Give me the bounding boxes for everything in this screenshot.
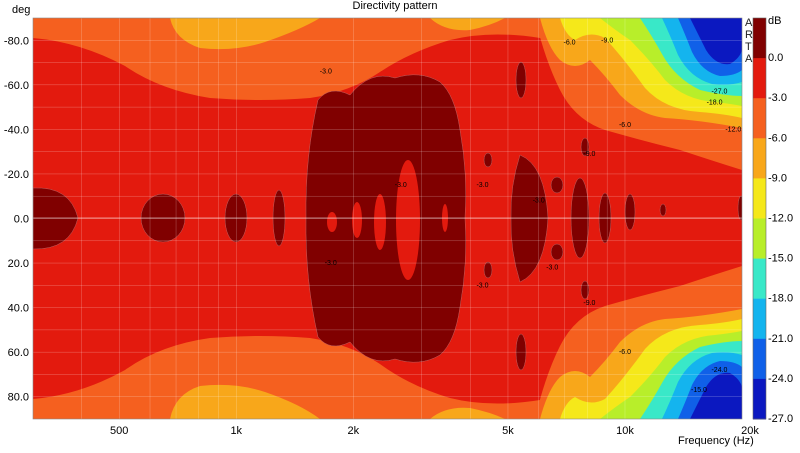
x-tick-label: 500: [110, 425, 128, 437]
y-axis-label: deg: [12, 4, 30, 16]
y-tick-label: 20.0: [8, 258, 29, 270]
contour-region-minus9: [170, 18, 320, 50]
contour-region-minus27: [690, 18, 742, 65]
contour-label: -9.0: [583, 151, 595, 158]
contour-label: -6.0: [563, 40, 575, 47]
y-tick-label: -40.0: [4, 124, 29, 136]
colorbar-tick-label: -15.0: [768, 253, 793, 265]
colorbar-tick-label: 0.0: [768, 52, 783, 64]
colorbar: 0.0 -3.0 -6.0 -9.0 -12.0 -15.0 -18.0 -21.0 -24.0…: [752, 17, 793, 425]
x-tick-label: 1k: [230, 425, 242, 437]
watermark: A R T A: [745, 17, 753, 65]
colorbar-swatch: [753, 178, 766, 219]
contour-region-0db: [580, 280, 590, 300]
contour-region-minus3: [352, 202, 362, 238]
contour-region-minus9: [430, 18, 505, 31]
x-tick-label: 2k: [347, 425, 359, 437]
y-tick-label: -60.0: [4, 80, 29, 92]
colorbar-tick-label: -24.0: [768, 373, 793, 385]
contour-label: -6.0: [619, 349, 631, 356]
contour-region-minus3: [327, 212, 337, 232]
x-tick-label: 5k: [502, 425, 514, 437]
colorbar-swatch: [753, 338, 766, 380]
y-tick-label: 60.0: [8, 347, 29, 359]
contour-label: -6.0: [619, 122, 631, 129]
contour-label: -3.0: [546, 265, 558, 272]
y-tick-label: 0.0: [14, 214, 29, 226]
contour-region-0db: [515, 333, 527, 371]
plot-area: -3.0 -3.0 -3.0 -3.0 -3.0 -3.0 -3.0 -6.0 -6.0 -6.0…: [33, 18, 742, 419]
contour-region-0db: [580, 137, 590, 157]
y-tick-label: -80.0: [4, 35, 29, 47]
colorbar-tick-label: -21.0: [768, 333, 793, 345]
colorbar-tick-label: -18.0: [768, 293, 793, 305]
colorbar-swatch: [753, 258, 766, 300]
contour-label: -3.0: [476, 282, 488, 289]
contour-region-minus9: [170, 384, 320, 419]
x-axis: 500 1k 2k 5k 10k 20k: [110, 425, 759, 437]
y-tick-label: 40.0: [8, 303, 29, 315]
contour-label: -9.0: [601, 37, 613, 44]
contour-label: -3.0: [533, 198, 545, 205]
chart-title: Directivity pattern: [353, 0, 438, 12]
colorbar-swatch: [753, 98, 766, 139]
watermark-letter: A: [745, 53, 753, 65]
colorbar-swatch: [753, 138, 766, 179]
contour-labels: -3.0 -3.0 -3.0 -3.0 -3.0 -3.0 -3.0 -6.0 -6.0 -6.0…: [320, 37, 742, 394]
colorbar-unit: dB: [768, 15, 781, 27]
watermark-letter: T: [745, 41, 752, 53]
plot-border: [32, 17, 743, 420]
colorbar-swatch: [753, 298, 766, 340]
contour-label: -24.0: [711, 367, 727, 374]
contour-label: -3.0: [476, 182, 488, 189]
contour-region-0db: [483, 261, 493, 279]
contour-label: -3.0: [320, 68, 332, 75]
contour-region-0db: [737, 195, 742, 221]
contour-label: -27.0: [711, 89, 727, 96]
contour-region-0db: [483, 152, 493, 168]
colorbar-border: [752, 17, 767, 420]
x-tick-label: 20k: [741, 425, 759, 437]
colorbar-swatch: [753, 378, 766, 420]
contour-label: -18.0: [707, 100, 723, 107]
contour-region-0db: [550, 176, 564, 194]
colorbar-tick-label: -6.0: [768, 132, 787, 144]
contour-region-0db: [624, 193, 636, 231]
contour-region-minus3: [396, 160, 420, 280]
x-tick-label: 10k: [616, 425, 634, 437]
contour-label: -3.0: [395, 182, 407, 189]
colorbar-tick-label: -9.0: [768, 172, 787, 184]
y-tick-label: 80.0: [8, 392, 29, 404]
colorbar-tick-label: -27.0: [768, 413, 793, 425]
contour-label: -3.0: [325, 260, 337, 267]
contour-label: -12.0: [725, 126, 741, 133]
contour-region-0db: [515, 61, 527, 99]
colorbar-swatch: [753, 58, 766, 99]
y-axis: -80.0 -60.0 -40.0 -20.0 0.0 20.0 40.0 60.0 80.0: [4, 35, 29, 403]
contour-region-0db: [550, 243, 564, 261]
watermark-letter: A: [745, 17, 753, 29]
x-axis-label: Frequency (Hz): [678, 435, 754, 447]
watermark-letter: R: [745, 29, 753, 41]
y-tick-label: -20.0: [4, 169, 29, 181]
contour-label: -9.0: [583, 300, 595, 307]
contour-label: -15.0: [691, 387, 707, 394]
contour-region-minus27: [690, 372, 742, 419]
colorbar-tick-label: -3.0: [768, 92, 787, 104]
colorbar-swatch: [753, 218, 766, 260]
colorbar-tick-label: -12.0: [768, 213, 793, 225]
contour-region-0db: [659, 203, 667, 217]
colorbar-swatch: [753, 18, 766, 59]
contour-region-minus9: [430, 407, 505, 419]
contour-region-minus3: [374, 194, 386, 250]
